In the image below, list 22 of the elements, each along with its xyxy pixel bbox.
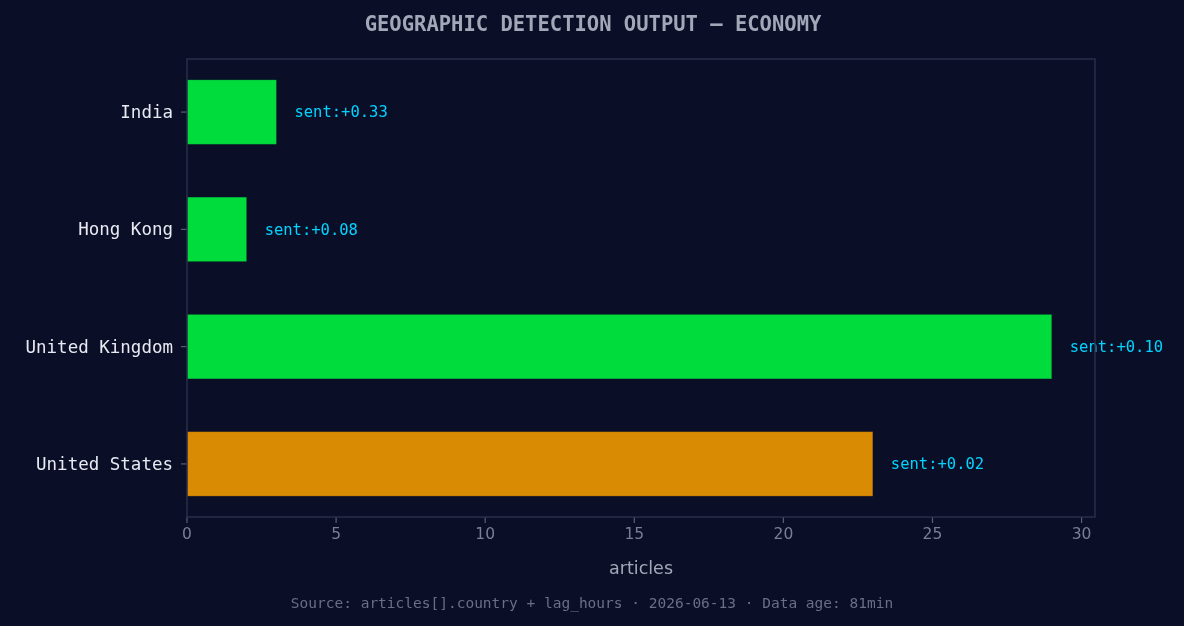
y-tick-label: United States (36, 454, 173, 475)
source-note: Source: articles[].country + lag_hours · 2026-06-13 · Data age: 81min (290, 595, 894, 612)
annotation: sent:+0.33 (294, 103, 388, 122)
y-tick-label: United Kingdom (25, 336, 173, 357)
x-tick-label: 20 (773, 525, 794, 543)
x-tick-label: 5 (331, 525, 342, 543)
x-axis-title: articles (608, 558, 674, 578)
bar (186, 313, 1053, 380)
bar (186, 431, 874, 497)
y-tick-label: Hong Kong (78, 219, 173, 240)
x-tick-label: 25 (922, 525, 943, 543)
bar (186, 79, 277, 145)
x-tick-label: 15 (624, 525, 645, 543)
x-tick-label: 0 (182, 525, 192, 543)
x-tick-label: 10 (475, 525, 496, 543)
annotation: sent:+0.10 (1069, 338, 1164, 357)
annotation: sent:+0.08 (264, 220, 358, 239)
bar (186, 196, 248, 263)
chart-title: GEOGRAPHIC DETECTION OUTPUT — ECONOMY (364, 12, 822, 36)
annotation: sent:+0.02 (890, 455, 985, 474)
x-tick-label: 30 (1071, 525, 1092, 543)
y-tick-label: India (120, 102, 173, 123)
